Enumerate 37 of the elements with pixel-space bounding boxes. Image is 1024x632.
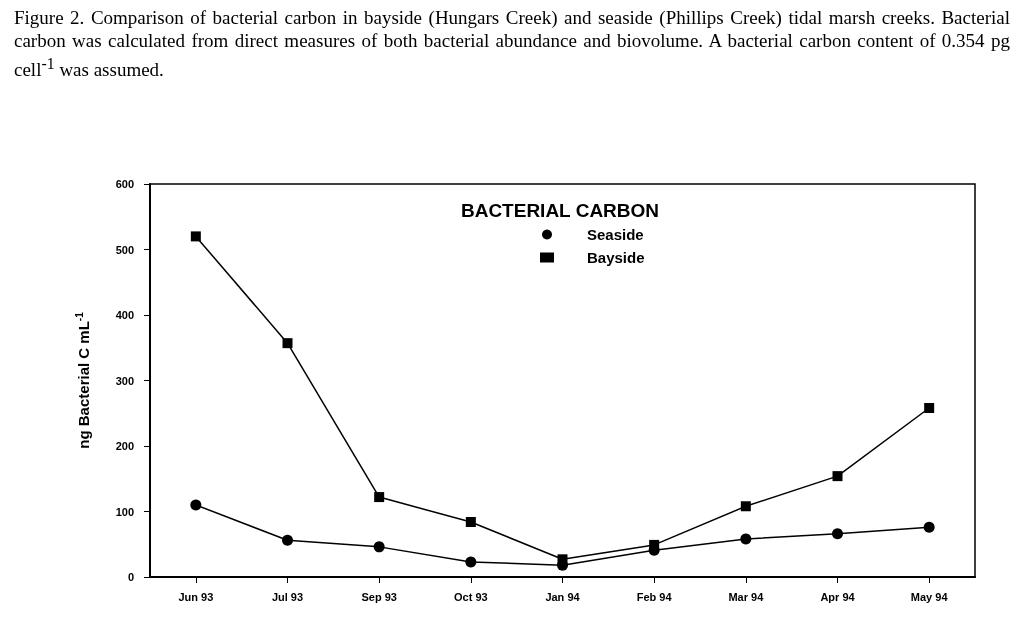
y-tick-label: 600 <box>115 178 134 190</box>
point <box>282 338 293 349</box>
y-tick-label: 400 <box>115 309 134 321</box>
x-tick-label: Apr 94 <box>820 590 856 603</box>
x-tick-label: Jan 94 <box>545 590 581 603</box>
point <box>740 533 752 545</box>
x-tick-label: Oct 93 <box>454 590 488 603</box>
point <box>923 521 935 533</box>
y-axis-title: ng Bacterial C mL-1 <box>73 311 92 449</box>
caption: Figure 2. Comparison of bacterial carbon in bayside (Hungars Creek) and seaside (Phillips Creek) tidal marsh creeks. Bacterial carbon was calculated from direct measures of both bacterial abundance and biovolume. A bacterial carbon content of 0.354 pg cell$^{-1}$ was assumed. <box>14 6 1010 82</box>
point <box>465 516 476 527</box>
point <box>190 499 202 511</box>
point <box>832 471 843 482</box>
x-tick-label: Jul 93 <box>271 590 304 603</box>
point <box>374 492 385 503</box>
x-tick-label: Jun 93 <box>178 590 214 603</box>
point <box>649 539 660 550</box>
legend-label: Seaside <box>587 226 644 243</box>
point <box>832 528 843 540</box>
y-tick-label: 500 <box>115 243 134 256</box>
point <box>924 403 935 414</box>
legend-label: Bayside <box>587 249 645 266</box>
point <box>373 541 385 553</box>
x-tick-label: Feb 94 <box>636 590 673 603</box>
y-tick-label: 200 <box>115 440 134 452</box>
y-tick-label: 0 <box>127 571 134 583</box>
x-tick-label: Mar 94 <box>728 590 765 603</box>
point <box>282 534 293 546</box>
text: BACTERIAL CARBON <box>460 200 660 221</box>
y-tick-label: 100 <box>115 505 134 518</box>
y-tick-label: 300 <box>115 374 134 387</box>
point <box>557 554 568 565</box>
x-tick-label: Sep 93 <box>361 590 397 603</box>
point <box>465 556 477 568</box>
point <box>190 231 201 242</box>
point <box>740 501 751 512</box>
x-tick-label: May 94 <box>910 590 949 603</box>
